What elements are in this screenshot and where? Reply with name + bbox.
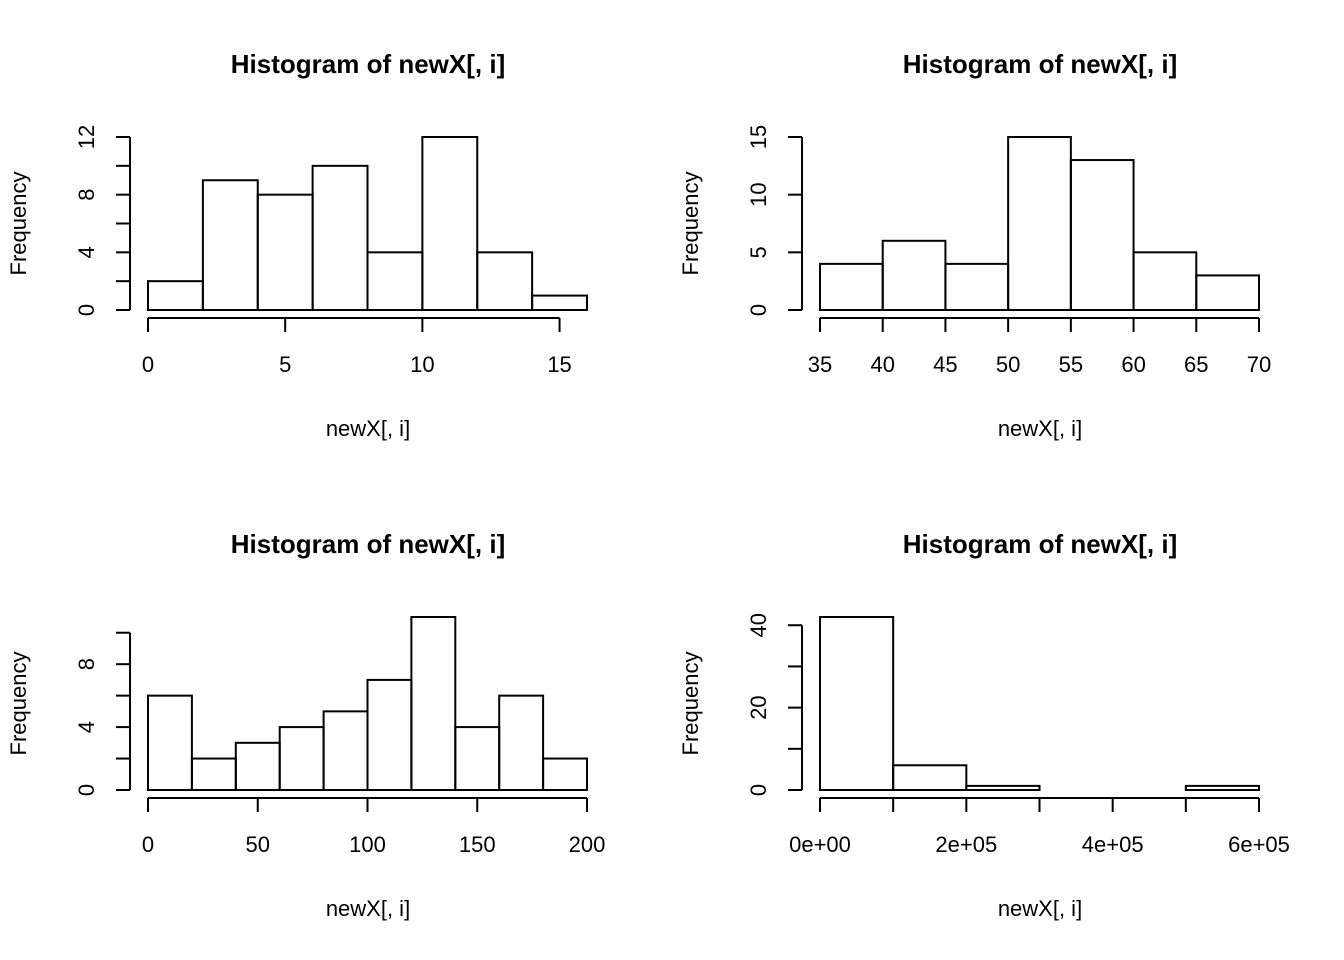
y-tick-label: 8 [74,189,99,201]
y-axis-label: Frequency [6,172,31,276]
x-tick-label: 2e+05 [935,832,997,857]
y-tick-label: 4 [74,246,99,258]
x-tick-label: 45 [933,352,957,377]
x-tick-label: 40 [870,352,894,377]
x-tick-label: 65 [1184,352,1208,377]
bar [256,193,314,312]
x-tick-label: 35 [808,352,832,377]
bar [190,757,237,792]
y-tick-label: 8 [74,658,99,670]
bar [819,616,895,791]
x-axis-label: newX[, i] [326,896,410,921]
chart-title: Histogram of newX[, i] [231,49,505,79]
x-tick-label: 5 [279,352,291,377]
x-axis-label: newX[, i] [998,896,1082,921]
bar [421,136,479,311]
y-tick-label: 15 [746,125,771,149]
y-tick-label: 0 [746,304,771,316]
bar [147,280,204,311]
chart-title: Histogram of newX[, i] [903,49,1177,79]
x-tick-label: 0 [142,832,154,857]
x-tick-label: 100 [349,832,386,857]
x-tick-label: 200 [569,832,606,857]
y-axis-label: Frequency [6,652,31,756]
y-tick-label: 4 [74,721,99,733]
y-tick-label: 12 [74,125,99,149]
x-axis-label: newX[, i] [998,416,1082,441]
bar [1132,251,1198,311]
y-tick-label: 20 [746,695,771,719]
bar [201,179,259,311]
y-axis-label: Frequency [678,652,703,756]
bar [542,757,588,792]
x-tick-label: 50 [996,352,1020,377]
bar [410,616,457,791]
bar [819,262,884,312]
x-tick-label: 4e+05 [1082,832,1144,857]
y-tick-label: 5 [746,246,771,258]
x-tick-label: 0 [142,352,154,377]
chart-title: Histogram of newX[, i] [903,529,1177,559]
bar [454,726,501,791]
bar [498,694,545,791]
x-tick-label: 70 [1247,352,1271,377]
x-tick-label: 60 [1121,352,1145,377]
y-tick-label: 40 [746,613,771,637]
x-tick-label: 15 [547,352,571,377]
bar [1069,159,1135,311]
x-tick-label: 50 [246,832,270,857]
bar [366,678,413,792]
bar [322,710,369,792]
chart-title: Histogram of newX[, i] [231,529,505,559]
bar [965,784,1041,792]
bar [147,694,193,791]
bar [531,294,588,312]
bar [278,726,325,791]
bar [881,239,947,311]
bar [311,164,369,311]
bar [1195,274,1261,311]
x-axis-label: newX[, i] [326,416,410,441]
x-tick-label: 10 [410,352,434,377]
bar [476,251,534,311]
x-tick-label: 0e+00 [789,832,851,857]
y-tick-label: 0 [74,304,99,316]
x-tick-label: 150 [459,832,496,857]
bar [944,262,1010,312]
y-axis-label: Frequency [678,172,703,276]
bar [892,764,968,791]
y-tick-label: 10 [746,182,771,206]
x-tick-label: 55 [1059,352,1083,377]
bar [366,251,424,311]
x-tick-label: 6e+05 [1228,832,1290,857]
y-tick-label: 0 [74,784,99,796]
y-tick-label: 0 [746,784,771,796]
bar [1007,136,1072,311]
bar [234,741,281,791]
bar [1184,784,1261,792]
